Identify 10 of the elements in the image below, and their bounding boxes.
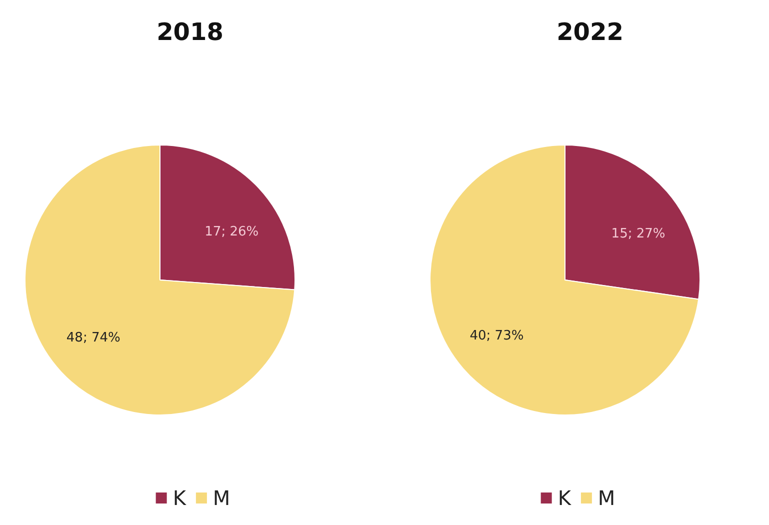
- chart-title: 2022: [556, 18, 624, 46]
- data-label: 48; 74%: [66, 330, 120, 346]
- data-label: 15; 27%: [611, 226, 666, 242]
- data-label: 17; 26%: [204, 224, 259, 240]
- legend-label: K: [558, 486, 572, 510]
- data-label: 40; 73%: [470, 328, 524, 344]
- legend-label: M: [598, 486, 616, 510]
- legend-label: K: [172, 486, 187, 510]
- legend-label: M: [212, 486, 230, 510]
- chart-title: 2018: [156, 18, 224, 46]
